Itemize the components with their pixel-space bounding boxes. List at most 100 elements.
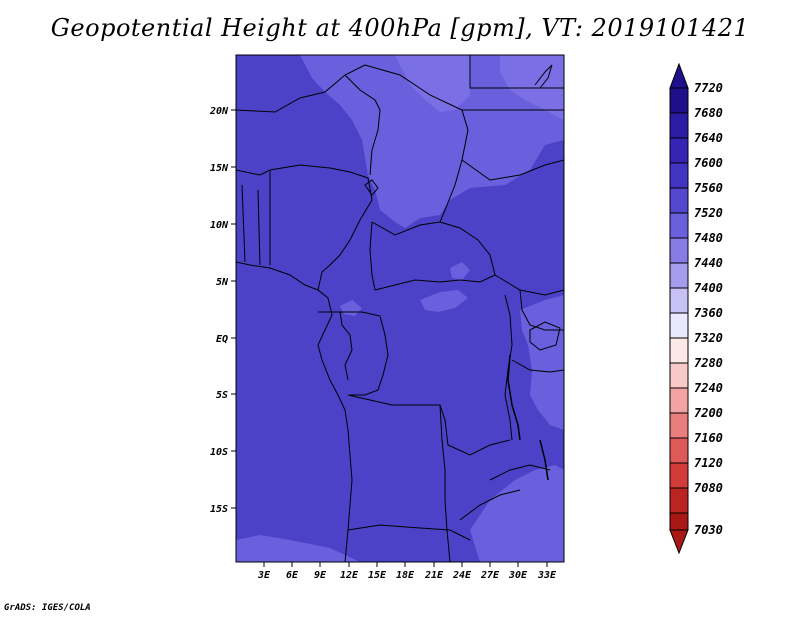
lat-label-eq: EQ bbox=[216, 334, 228, 345]
colorbar: 7720 7680 7640 7600 7560 7520 7480 7440 … bbox=[669, 62, 723, 555]
colorbar-bottom-arrow bbox=[669, 529, 689, 555]
border-drc-east bbox=[504, 294, 513, 441]
lon-label-18e: 18E bbox=[396, 570, 415, 581]
map-frame bbox=[235, 54, 565, 563]
colorbar-label-7720: 7720 bbox=[694, 81, 723, 95]
border-angola-zambia bbox=[439, 404, 451, 562]
colorbar-label-7400: 7400 bbox=[694, 281, 723, 295]
lat-label-15n: 15N bbox=[210, 163, 229, 174]
shade-region-southeast bbox=[470, 465, 564, 562]
lat-label-10n: 10N bbox=[210, 220, 229, 231]
colorbar-segment-7440 bbox=[669, 262, 689, 289]
colorbar-segment-7640 bbox=[669, 137, 689, 164]
border-car-drc bbox=[374, 274, 496, 291]
lon-label-15e: 15E bbox=[368, 570, 387, 581]
colorbar-label-7240: 7240 bbox=[694, 381, 723, 395]
lon-label-30e: 30E bbox=[508, 570, 528, 581]
border-libya-chad bbox=[364, 64, 469, 223]
lake-tanganyika bbox=[507, 354, 521, 441]
border-egypt-sudan bbox=[469, 55, 564, 89]
colorbar-segment-7480 bbox=[669, 237, 689, 264]
shade-region-north bbox=[300, 55, 564, 228]
shade-region-north-light bbox=[395, 55, 470, 112]
colorbar-segment-7560 bbox=[669, 187, 689, 214]
colorbar-segment-7720 bbox=[669, 87, 689, 114]
lon-label-33e: 33E bbox=[537, 570, 557, 581]
border-sudan-south bbox=[461, 159, 564, 181]
colorbar-segment-7240 bbox=[669, 387, 689, 414]
border-tanzania bbox=[511, 359, 564, 373]
border-zambia-zimbabwe bbox=[459, 489, 521, 521]
lon-label-9e: 9E bbox=[314, 570, 327, 581]
lat-axis: 20N 15N 10N 5N EQ 5S 10S 15S bbox=[209, 106, 236, 515]
lake-malawi bbox=[539, 439, 549, 481]
colorbar-label-7080: 7080 bbox=[694, 481, 723, 495]
border-drc-angola bbox=[347, 394, 511, 456]
lat-label-10s: 10S bbox=[210, 447, 228, 458]
lon-label-3e: 3E bbox=[257, 570, 271, 581]
lon-label-12e: 12E bbox=[340, 570, 359, 581]
border-congo-drc bbox=[350, 315, 389, 396]
colorbar-segment-7160 bbox=[669, 437, 689, 464]
border-cameroon-gabon bbox=[318, 311, 381, 317]
lon-label-21e: 21E bbox=[424, 570, 444, 581]
colorbar-segment-7520 bbox=[669, 212, 689, 239]
colorbar-segment-7680 bbox=[669, 112, 689, 139]
colorbar-label-7480: 7480 bbox=[694, 231, 723, 245]
colorbar-label-7160: 7160 bbox=[694, 431, 723, 445]
shade-patch-car bbox=[450, 262, 470, 280]
lat-label-5n: 5N bbox=[216, 277, 229, 288]
colorbar-segment-7320 bbox=[669, 337, 689, 364]
colorbar-segment-7360 bbox=[669, 312, 689, 339]
border-namibia bbox=[347, 524, 471, 541]
colorbar-label-7200: 7200 bbox=[694, 406, 723, 420]
colorbar-segment-7030 bbox=[669, 512, 689, 531]
lon-label-27e: 27E bbox=[480, 570, 500, 581]
shade-patch-congo bbox=[420, 290, 468, 312]
colorbar-label-7120: 7120 bbox=[694, 456, 723, 470]
border-togo bbox=[257, 189, 261, 266]
colorbar-label-7280: 7280 bbox=[694, 356, 723, 370]
lon-label-24e: 24E bbox=[452, 570, 472, 581]
lon-label-6e: 6E bbox=[286, 570, 299, 581]
lat-label-5s: 5S bbox=[216, 390, 228, 401]
shade-region-southwest bbox=[236, 535, 360, 562]
border-chad-car bbox=[371, 221, 496, 276]
border-uganda-kenya bbox=[519, 289, 564, 331]
colorbar-segment-7400 bbox=[669, 287, 689, 314]
border-cameroon-car bbox=[369, 221, 376, 291]
colorbar-label-7560: 7560 bbox=[694, 181, 723, 195]
colorbar-segment-7200 bbox=[669, 412, 689, 439]
border-sahara bbox=[236, 64, 366, 113]
colorbar-label-7680: 7680 bbox=[694, 106, 723, 120]
border-burkina bbox=[236, 169, 271, 176]
grads-credit: GrADS: IGES/COLA bbox=[4, 603, 91, 613]
border-nigeria-cameroon bbox=[317, 177, 373, 291]
coast-red-sea bbox=[534, 64, 553, 89]
colorbar-label-7320: 7320 bbox=[694, 331, 723, 345]
border-ghana bbox=[241, 184, 246, 263]
colorbar-label-7520: 7520 bbox=[694, 206, 723, 220]
shade-region-equatorial-east bbox=[520, 295, 564, 430]
coastline-west-africa bbox=[236, 261, 353, 562]
lake-chad bbox=[364, 179, 379, 196]
chart-title: Geopotential Height at 400hPa [gpm], VT:… bbox=[50, 14, 750, 42]
colorbar-label-7030: 7030 bbox=[694, 523, 723, 537]
colorbar-segment-7600 bbox=[669, 162, 689, 189]
colorbar-label-7600: 7600 bbox=[694, 156, 723, 170]
shaded-field bbox=[236, 55, 564, 562]
colorbar-label-7440: 7440 bbox=[694, 256, 723, 270]
border-zambia-mozambique bbox=[489, 464, 551, 481]
colorbar-label-7640: 7640 bbox=[694, 131, 723, 145]
lat-label-15s: 15S bbox=[210, 504, 228, 515]
colorbar-segment-7080 bbox=[669, 487, 689, 514]
colorbar-label-7360: 7360 bbox=[694, 306, 723, 320]
border-south-sudan bbox=[494, 274, 564, 296]
border-niger-chad bbox=[344, 74, 381, 176]
border-gabon-congo bbox=[339, 311, 353, 381]
border-niger-nigeria bbox=[269, 164, 369, 179]
lat-label-20n: 20N bbox=[209, 106, 229, 117]
boundaries bbox=[236, 55, 564, 562]
colorbar-segment-7120 bbox=[669, 462, 689, 489]
